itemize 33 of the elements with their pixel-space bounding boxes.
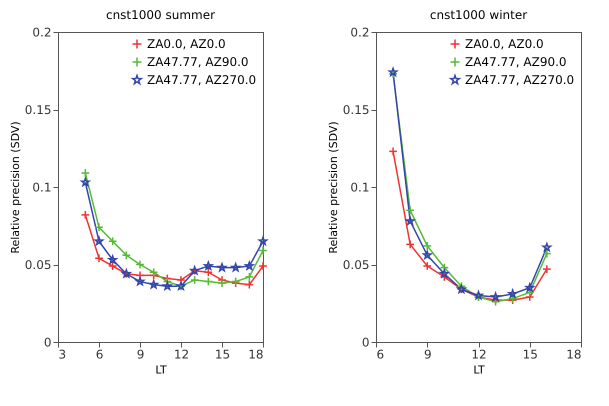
y-tick-label: 0.2 — [32, 26, 52, 40]
chart-title: cnst1000 winter — [430, 8, 528, 22]
x-tick-label: 9 — [136, 348, 144, 362]
x-tick-label: 18 — [248, 348, 264, 362]
y-axis-title: Relative precision (SDV) — [8, 121, 22, 254]
y-tick-label: 0.05 — [24, 258, 52, 272]
y-tick-label: 0.1 — [32, 180, 52, 194]
y-tick-label: 0.1 — [350, 180, 370, 194]
x-tick-label: 18 — [566, 348, 582, 362]
x-tick-label: 6 — [376, 348, 384, 362]
x-tick-label: 3 — [58, 348, 66, 362]
x-tick-label: 6 — [96, 348, 104, 362]
x-tick-label: 15 — [522, 348, 538, 362]
legend-label: ZA47.77, AZ90.0 — [465, 55, 567, 69]
x-axis-title: LT — [155, 364, 167, 376]
x-tick-label: 12 — [174, 348, 190, 362]
legend-label: ZA0.0, AZ0.0 — [465, 37, 544, 51]
legend-label: ZA47.77, AZ90.0 — [147, 55, 249, 69]
x-tick-label: 12 — [471, 348, 487, 362]
y-axis-title: Relative precision (SDV) — [326, 121, 340, 254]
y-tick-label: 0.15 — [24, 103, 52, 117]
y-tick-label: 0.05 — [342, 258, 370, 272]
y-tick-label: 0 — [44, 336, 52, 350]
y-tick-label: 0.15 — [342, 103, 370, 117]
y-tick-label: 0 — [362, 336, 370, 350]
legend-label: ZA47.77, AZ270.0 — [465, 73, 574, 87]
x-tick-label: 9 — [424, 348, 432, 362]
chart-title: cnst1000 summer — [106, 8, 216, 22]
x-axis-title: LT — [473, 364, 485, 376]
x-tick-label: 15 — [214, 348, 230, 362]
legend-label: ZA0.0, AZ0.0 — [147, 37, 226, 51]
legend-label: ZA47.77, AZ270.0 — [147, 73, 256, 87]
y-tick-label: 0.2 — [350, 26, 370, 40]
